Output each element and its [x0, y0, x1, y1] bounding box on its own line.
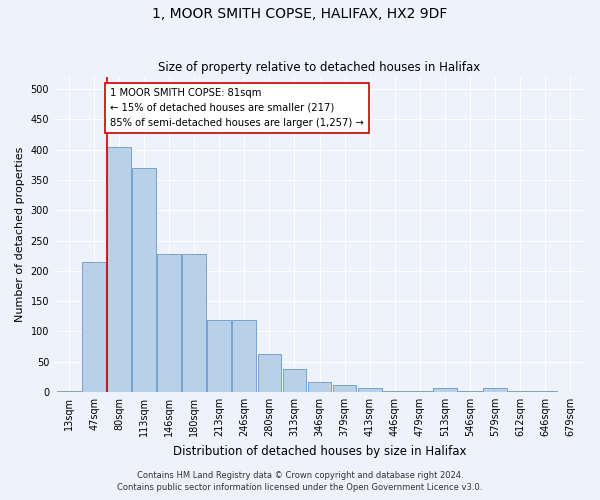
Bar [182, 254, 206, 392]
Bar [408, 390, 431, 392]
Bar [257, 354, 281, 392]
X-axis label: Distribution of detached houses by size in Halifax: Distribution of detached houses by size … [173, 444, 466, 458]
Bar [332, 384, 356, 392]
Bar [383, 390, 407, 392]
Bar [283, 369, 307, 392]
Bar [82, 262, 106, 392]
Text: Contains HM Land Registry data © Crown copyright and database right 2024.
Contai: Contains HM Land Registry data © Crown c… [118, 471, 482, 492]
Text: 1 MOOR SMITH COPSE: 81sqm
← 15% of detached houses are smaller (217)
85% of semi: 1 MOOR SMITH COPSE: 81sqm ← 15% of detac… [110, 88, 364, 128]
Bar [458, 390, 482, 392]
Bar [208, 320, 231, 392]
Bar [57, 390, 81, 392]
Bar [133, 168, 156, 392]
Bar [508, 390, 532, 392]
Bar [358, 388, 382, 392]
Bar [107, 146, 131, 392]
Bar [483, 388, 507, 392]
Bar [232, 320, 256, 392]
Y-axis label: Number of detached properties: Number of detached properties [15, 147, 25, 322]
Title: Size of property relative to detached houses in Halifax: Size of property relative to detached ho… [158, 62, 481, 74]
Bar [433, 388, 457, 392]
Bar [308, 382, 331, 392]
Bar [157, 254, 181, 392]
Text: 1, MOOR SMITH COPSE, HALIFAX, HX2 9DF: 1, MOOR SMITH COPSE, HALIFAX, HX2 9DF [152, 8, 448, 22]
